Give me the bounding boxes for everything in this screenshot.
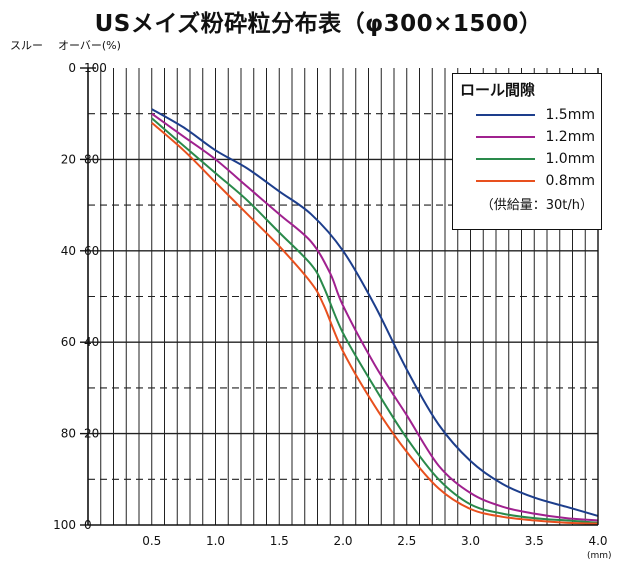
y-tick-label-over: 80 — [84, 152, 99, 166]
y-tick-label-through: 60 — [61, 335, 76, 349]
x-tick-label: 1.0 — [206, 534, 225, 548]
series-lines — [151, 108, 599, 525]
legend-label: 1.2mm — [545, 129, 595, 145]
grid — [88, 68, 598, 525]
x-tick-label: 2.0 — [333, 534, 352, 548]
legend-swatch — [476, 158, 536, 160]
legend-swatch — [476, 180, 536, 182]
legend-note: （供給量：30t/h） — [480, 198, 593, 213]
legend-item-1-0mm: 1.0mm — [460, 148, 595, 170]
y-tick-label-through: 40 — [61, 244, 76, 258]
series-line-1-5mm — [151, 108, 599, 517]
y-tick-label-through: 0 — [68, 61, 76, 75]
legend-item-1-5mm: 1.5mm — [460, 104, 595, 126]
legend-swatch — [476, 114, 536, 116]
y-tick-label-over: 40 — [84, 335, 99, 349]
legend-swatch — [476, 136, 536, 138]
y-tick-label-over: 60 — [84, 244, 99, 258]
legend-item-1-2mm: 1.2mm — [460, 126, 595, 148]
left-axis-header: スルー — [10, 39, 43, 52]
series-line-1-0mm — [151, 117, 599, 524]
y-tick-label-through: 80 — [61, 427, 76, 441]
x-tick-label: 2.5 — [397, 534, 416, 548]
y-tick-label-through: 100 — [53, 518, 76, 532]
chart-title: USメイズ粉砕粒分布表（φ300×1500） — [94, 11, 543, 37]
y-tick-label-over: 20 — [84, 427, 99, 441]
series-line-0-8mm — [151, 122, 599, 525]
legend-title: ロール間隙 — [460, 81, 536, 99]
x-unit-label: (mm) — [587, 551, 612, 561]
x-tick-label: 3.5 — [525, 534, 544, 548]
y-tick-label-through: 20 — [61, 152, 76, 166]
legend-label: 0.8mm — [545, 173, 595, 189]
legend: ロール間隙 1.5mm 1.2mm 1.0mm 0.8mm （供給量：30t/h… — [452, 73, 602, 230]
series-line-1-2mm — [151, 112, 599, 522]
x-tick-label: 0.5 — [142, 534, 161, 548]
x-tick-label: 3.0 — [461, 534, 480, 548]
legend-label: 1.0mm — [545, 151, 595, 167]
x-tick-label: 4.0 — [588, 534, 607, 548]
legend-item-0-8mm: 0.8mm — [460, 170, 595, 192]
y-tick-label-over: 100 — [84, 61, 107, 75]
right-axis-header: オーバー(%) — [58, 39, 121, 52]
y-tick-label-over: 0 — [84, 518, 92, 532]
legend-label: 1.5mm — [545, 107, 595, 123]
x-tick-label: 1.5 — [270, 534, 289, 548]
axes: 0 100 20 80 40 60 60 40 80 20 100 0 0.5 1.0 1.5 2.0 2.5 3… — [53, 61, 607, 548]
